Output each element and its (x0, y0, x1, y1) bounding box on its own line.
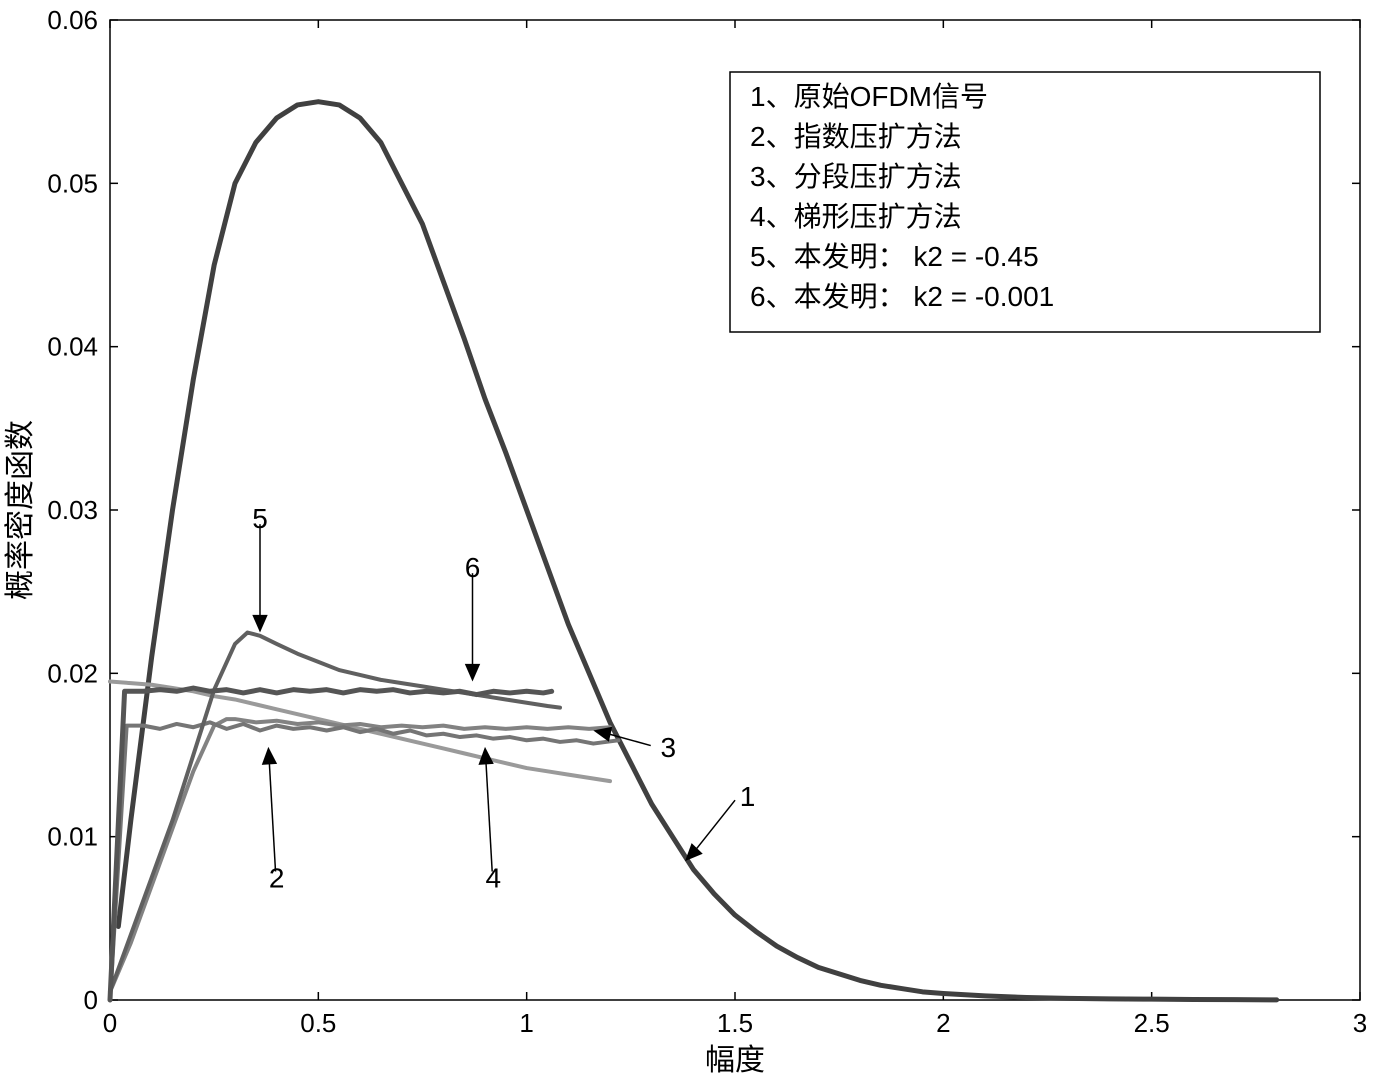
legend-item-1: 1、原始OFDM信号 (750, 81, 988, 112)
annotation-label-5: 5 (252, 503, 268, 534)
annotation-label-3: 3 (661, 732, 677, 763)
series-3 (110, 719, 610, 992)
x-tick-label: 1.5 (717, 1008, 753, 1038)
annotation-arrowhead-6 (465, 664, 480, 682)
annotation-label-1: 1 (740, 781, 756, 812)
x-tick-label: 1 (519, 1008, 533, 1038)
annotation-arrow-1 (695, 800, 735, 851)
legend-item-6: 6、本发明： k2 = -0.001 (750, 281, 1054, 312)
annotation-arrowhead-5 (252, 615, 267, 633)
annotation-label-2: 2 (269, 863, 285, 894)
legend-item-3: 3、分段压扩方法 (750, 161, 962, 192)
plot-border (110, 20, 1360, 1000)
x-axis-label: 幅度 (705, 1044, 765, 1077)
y-tick-label: 0.06 (47, 5, 98, 35)
annotation-label-4: 4 (486, 863, 502, 894)
chart-container: 0 0.5 1 1.5 2 2.5 3 0 0.01 0.02 0.03 0.04 0.05 0.06 幅度… (0, 0, 1378, 1080)
y-tick-label: 0.05 (47, 168, 98, 198)
y-tick-label: 0 (84, 985, 98, 1015)
annotation-arrowhead-2 (262, 747, 277, 765)
annotation-label-6: 6 (465, 552, 481, 583)
series-6 (110, 688, 552, 1000)
y-tick-label: 0.03 (47, 495, 98, 525)
x-tick-label: 0 (103, 1008, 117, 1038)
x-tick-label: 0.5 (300, 1008, 336, 1038)
annotation-arrow-4 (486, 761, 492, 872)
y-tick-label: 0.02 (47, 658, 98, 688)
legend-item-5: 5、本发明： k2 = -0.45 (750, 241, 1039, 272)
y-tick-label: 0.01 (47, 822, 98, 852)
series-1 (118, 102, 1276, 1000)
series-4 (110, 722, 618, 1000)
annotation-arrowhead-1 (685, 843, 703, 861)
x-tick-label: 2 (936, 1008, 950, 1038)
legend-item-4: 4、梯形压扩方法 (750, 201, 962, 232)
legend-item-2: 2、指数压扩方法 (750, 121, 962, 152)
y-axis-label: 概率密度函数 (4, 420, 37, 600)
x-tick-label: 2.5 (1134, 1008, 1170, 1038)
x-tick-label: 3 (1353, 1008, 1367, 1038)
y-tick-label: 0.04 (47, 332, 98, 362)
annotation-arrow-2 (269, 761, 275, 872)
chart-svg: 0 0.5 1 1.5 2 2.5 3 0 0.01 0.02 0.03 0.04 0.05 0.06 幅度… (0, 0, 1378, 1080)
